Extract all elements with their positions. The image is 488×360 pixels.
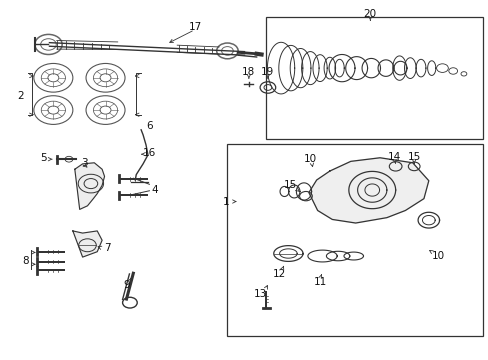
Polygon shape (75, 163, 104, 210)
Text: 4: 4 (151, 185, 157, 195)
Text: 3: 3 (81, 158, 88, 168)
Text: 9: 9 (123, 280, 129, 290)
Text: 11: 11 (313, 277, 326, 287)
Text: 1: 1 (222, 197, 229, 207)
Text: 20: 20 (363, 9, 376, 19)
Text: 7: 7 (103, 243, 110, 253)
Text: 19: 19 (261, 67, 274, 77)
Text: 17: 17 (189, 22, 202, 32)
Text: 8: 8 (22, 256, 29, 266)
Text: 6: 6 (146, 121, 152, 131)
Bar (266, 17, 483, 139)
Text: 15: 15 (407, 152, 420, 162)
Text: 5: 5 (40, 153, 47, 163)
Text: 15: 15 (284, 180, 297, 190)
Text: 13: 13 (253, 289, 266, 299)
Text: 14: 14 (387, 152, 401, 162)
Text: 10: 10 (431, 251, 444, 261)
Bar (227, 144, 483, 336)
Polygon shape (73, 231, 102, 257)
Polygon shape (308, 158, 428, 223)
Text: 2: 2 (17, 91, 23, 101)
Text: 18: 18 (242, 67, 255, 77)
Text: 10: 10 (303, 154, 316, 164)
Text: 12: 12 (272, 269, 285, 279)
Text: 16: 16 (142, 148, 156, 158)
